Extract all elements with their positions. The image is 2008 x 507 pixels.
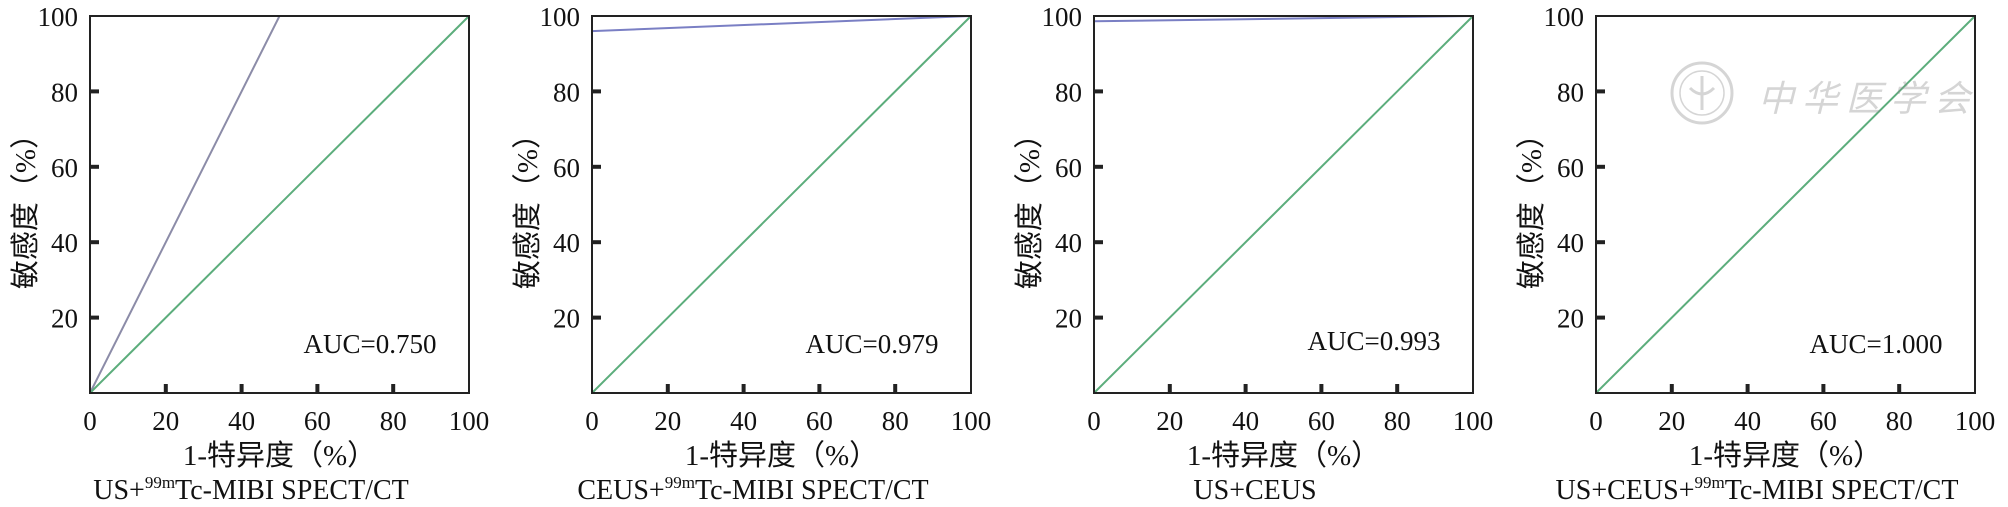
y-tick-label: 40 — [51, 228, 78, 258]
y-tick-label: 100 — [38, 2, 79, 32]
auc-annotation: AUC=0.750 — [304, 329, 437, 359]
x-tick-label: 80 — [1886, 406, 1913, 436]
y-tick-label: 60 — [1557, 153, 1584, 183]
y-tick-label: 80 — [553, 77, 580, 107]
y-tick-label: 20 — [1557, 304, 1584, 334]
roc-plot-svg: 0 20 40 60 80 100 20 40 60 80 100 1-特异度（%） 敏感度（%） AUC… — [511, 2, 992, 472]
x-tick-label: 20 — [152, 406, 179, 436]
x-tick-label: 40 — [1734, 406, 1761, 436]
auc-annotation: AUC=0.979 — [806, 329, 939, 359]
x-tick-label: 80 — [882, 406, 909, 436]
chart-title-suffix: Tc-MIBI SPECT/CT — [1724, 475, 1959, 506]
roc-plot-svg: 0 20 40 60 80 100 20 40 60 80 100 1-特异度（%） 敏感度（%） AUC… — [9, 2, 490, 472]
x-tick-label: 0 — [83, 406, 97, 436]
watermark-seal-icon — [1670, 61, 1734, 125]
y-tick-label: 80 — [1557, 77, 1584, 107]
chart-title-prefix: US+ — [93, 475, 145, 506]
x-tick-label: 60 — [1810, 406, 1837, 436]
y-tick-label: 60 — [553, 153, 580, 183]
x-axis-label: 1-特异度（%） — [183, 439, 376, 472]
y-tick-label: 20 — [1055, 304, 1082, 334]
x-axis-label: 1-特异度（%） — [685, 439, 878, 472]
y-tick-label: 20 — [553, 304, 580, 334]
y-axis-label: 敏感度（%） — [1013, 120, 1046, 289]
roc-chart-2: 0 20 40 60 80 100 20 40 60 80 100 1-特异度（%） 敏感度（%） AUC… — [502, 0, 1004, 507]
watermark-text: 中华医学会 — [1758, 79, 1979, 120]
x-tick-label: 60 — [806, 406, 833, 436]
watermark: 中华医学会 — [1668, 60, 1970, 126]
chart-title-prefix: CEUS+ — [577, 475, 665, 506]
y-tick-label: 100 — [1042, 2, 1083, 32]
y-tick-label: 40 — [1055, 228, 1082, 258]
x-tick-label: 0 — [1589, 406, 1603, 436]
reference-diagonal-line — [1595, 15, 1976, 394]
x-tick-label: 40 — [1232, 406, 1259, 436]
reference-diagonal-line — [1093, 15, 1474, 394]
x-tick-label: 20 — [1658, 406, 1685, 436]
roc-plot-svg: 0 20 40 60 80 100 20 40 60 80 100 1-特异度（%） 敏感度（%） AUC… — [1515, 2, 1996, 472]
chart-title-prefix: US+CEUS+ — [1555, 475, 1695, 506]
auc-annotation: AUC=0.993 — [1308, 326, 1441, 356]
x-tick-label: 0 — [1087, 406, 1101, 436]
y-tick-label: 80 — [51, 77, 78, 107]
roc-chart-4: 0 20 40 60 80 100 20 40 60 80 100 1-特异度（%） 敏感度（%） AUC… — [1506, 0, 2008, 507]
x-tick-label: 80 — [380, 406, 407, 436]
x-tick-label: 40 — [730, 406, 757, 436]
chart-title: CEUS+99mTc-MIBI SPECT/CT — [502, 473, 1004, 507]
y-tick-label: 20 — [51, 304, 78, 334]
x-tick-label: 60 — [304, 406, 331, 436]
chart-title-superscript: 99m — [1694, 473, 1725, 492]
x-tick-label: 100 — [449, 406, 490, 436]
y-tick-label: 40 — [1557, 228, 1584, 258]
y-axis-label: 敏感度（%） — [9, 120, 42, 289]
roc-chart-1: 0 20 40 60 80 100 20 40 60 80 100 1-特异度（%） 敏感度（%） AUC… — [0, 0, 502, 507]
chart-title-superscript: 99m — [664, 473, 695, 492]
plot-frame — [1595, 15, 1976, 394]
x-axis-label: 1-特异度（%） — [1187, 439, 1380, 472]
reference-diagonal-line — [89, 15, 470, 394]
y-tick-label: 60 — [1055, 153, 1082, 183]
x-tick-label: 40 — [228, 406, 255, 436]
x-tick-label: 20 — [654, 406, 681, 436]
chart-title-suffix: Tc-MIBI SPECT/CT — [694, 475, 929, 506]
x-tick-label: 100 — [1453, 406, 1494, 436]
chart-title: US+CEUS — [1004, 475, 1506, 507]
y-tick-label: 100 — [1544, 2, 1585, 32]
chart-title: US+CEUS+99mTc-MIBI SPECT/CT — [1506, 473, 2008, 507]
chart-title-prefix: US+CEUS — [1193, 475, 1317, 506]
roc-chart-3: 0 20 40 60 80 100 20 40 60 80 100 1-特异度（%） 敏感度（%） AUC… — [1004, 0, 1506, 507]
chart-title: US+99mTc-MIBI SPECT/CT — [0, 473, 502, 507]
y-tick-label: 100 — [540, 2, 581, 32]
chart-title-suffix: Tc-MIBI SPECT/CT — [175, 475, 409, 506]
x-tick-label: 0 — [585, 406, 599, 436]
roc-plot-svg: 0 20 40 60 80 100 20 40 60 80 100 1-特异度（%） 敏感度（%） AUC… — [1013, 2, 1494, 472]
y-tick-label: 60 — [51, 153, 78, 183]
y-tick-label: 80 — [1055, 77, 1082, 107]
x-tick-label: 100 — [1955, 406, 1996, 436]
x-tick-label: 60 — [1308, 406, 1335, 436]
plot-frame — [1093, 15, 1474, 394]
x-axis-label: 1-特异度（%） — [1689, 439, 1882, 472]
y-axis-label: 敏感度（%） — [511, 120, 544, 289]
plot-frame — [591, 15, 972, 394]
reference-diagonal-line — [591, 15, 972, 394]
x-tick-label: 20 — [1156, 406, 1183, 436]
y-tick-label: 40 — [553, 228, 580, 258]
x-tick-label: 100 — [951, 406, 992, 436]
x-tick-label: 80 — [1384, 406, 1411, 436]
y-axis-label: 敏感度（%） — [1515, 120, 1548, 289]
plot-frame — [89, 15, 470, 394]
auc-annotation: AUC=1.000 — [1810, 329, 1943, 359]
chart-title-superscript: 99m — [144, 473, 176, 492]
roc-curve-line — [591, 15, 972, 33]
